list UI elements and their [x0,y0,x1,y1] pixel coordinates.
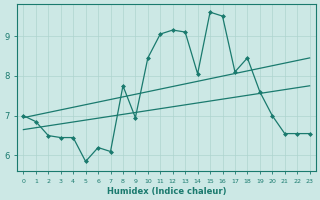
X-axis label: Humidex (Indice chaleur): Humidex (Indice chaleur) [107,187,226,196]
